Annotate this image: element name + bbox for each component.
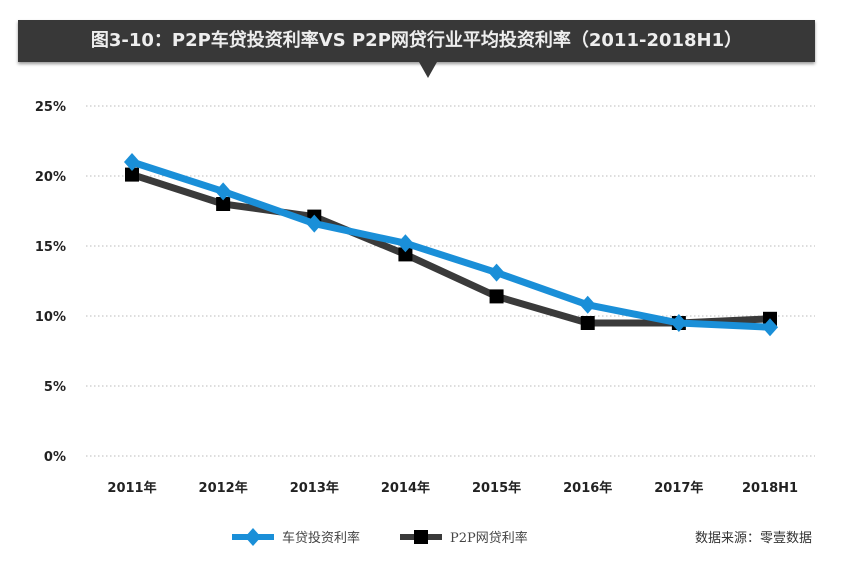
y-tick-label: 20% <box>35 170 66 185</box>
chart-title: 图3-10：P2P车贷投资利率VS P2P网贷行业平均投资利率（2011-201… <box>18 20 815 62</box>
y-tick-label: 25% <box>35 100 66 115</box>
x-tick-label: 2011年 <box>107 480 156 496</box>
series-line <box>130 158 771 331</box>
legend-marker <box>414 530 428 544</box>
x-tick-label: 2017年 <box>654 480 703 496</box>
data-point <box>579 295 596 314</box>
y-tick-label: 15% <box>35 240 66 255</box>
y-tick-label: 5% <box>44 380 66 395</box>
y-tick-label: 10% <box>35 310 66 325</box>
x-tick-label: 2014年 <box>381 480 430 496</box>
series-0 <box>124 153 778 337</box>
data-point <box>216 197 231 211</box>
data-point <box>489 289 504 304</box>
data-point <box>670 314 687 332</box>
legend-item: 车贷投资利率 <box>232 528 360 546</box>
data-point <box>124 153 140 171</box>
series-line <box>130 171 771 327</box>
legend-label: 车贷投资利率 <box>282 530 360 546</box>
source-note: 数据来源：零壹数据 <box>695 531 812 546</box>
title-pointer <box>419 62 437 78</box>
x-tick-label: 2015年 <box>472 480 521 496</box>
x-tick-label: 2013年 <box>290 480 339 496</box>
y-tick-label: 0% <box>44 450 66 465</box>
data-point <box>397 234 414 253</box>
data-point <box>488 263 505 282</box>
data-point <box>398 247 413 262</box>
data-point <box>580 316 595 330</box>
legend-marker <box>245 528 261 546</box>
data-point <box>215 182 232 201</box>
data-point <box>306 214 323 233</box>
x-tick-label: 2018H1 <box>742 481 798 496</box>
x-tick-label: 2016年 <box>563 480 612 496</box>
data-point <box>762 318 778 337</box>
x-tick-label: 2012年 <box>199 480 248 496</box>
data-point <box>125 167 139 182</box>
legend-item: P2P网贷利率 <box>400 530 528 546</box>
legend-label: P2P网贷利率 <box>450 530 528 546</box>
